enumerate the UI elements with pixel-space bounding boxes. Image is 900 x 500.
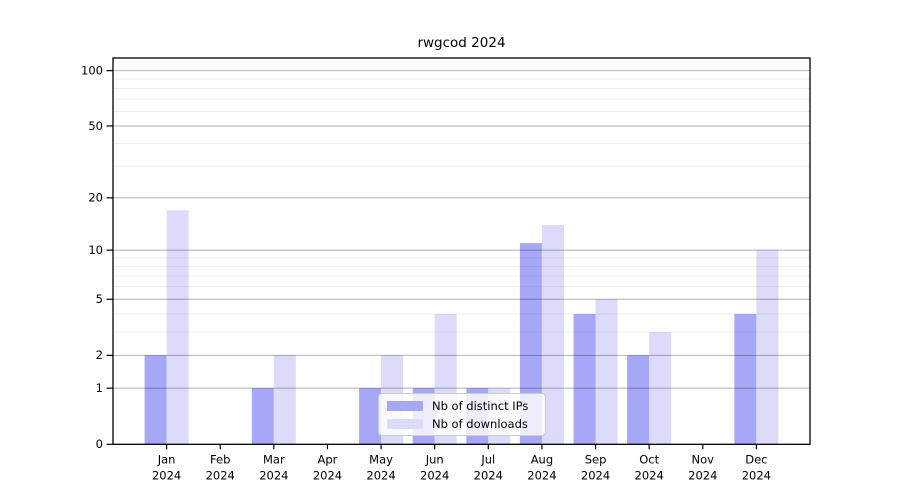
- x-tick-label-month-dec: Dec: [745, 452, 767, 466]
- y-tick-label-2: 2: [96, 348, 103, 362]
- plot-border: [112, 57, 811, 445]
- x-tick-label-month-apr: Apr: [318, 452, 338, 466]
- legend-item-distinct-ips: Nb of distinct IPs: [387, 398, 545, 413]
- y-tick-label-5: 5: [96, 292, 103, 306]
- bar-downloads-aug: [541, 225, 564, 445]
- x-tick-label-month-may: May: [369, 452, 393, 466]
- x-tick-label-month-jul: Jul: [480, 452, 495, 466]
- legend-swatch-downloads: [387, 418, 423, 429]
- x-tick-label-year-jul: 2024: [474, 468, 503, 482]
- chart-title: rwgcod 2024: [417, 35, 506, 51]
- legend-label-distinct-ips: Nb of distinct IPs: [432, 398, 529, 413]
- bar-distinct-ips-oct: [627, 355, 650, 445]
- legend-item-downloads: Nb of downloads: [387, 416, 545, 431]
- x-tick-label-year-mar: 2024: [259, 468, 288, 482]
- x-tick-label-month-nov: Nov: [692, 452, 715, 466]
- x-tick-label-year-feb: 2024: [206, 468, 235, 482]
- x-tick-label-month-aug: Aug: [531, 452, 553, 466]
- bar-downloads-dec: [756, 250, 779, 445]
- bar-downloads-mar: [273, 355, 296, 445]
- x-tick-label-year-aug: 2024: [527, 468, 556, 482]
- x-tick-label-year-jun: 2024: [420, 468, 449, 482]
- x-tick-label-year-apr: 2024: [313, 468, 342, 482]
- x-tick-label-year-dec: 2024: [742, 468, 771, 482]
- x-tick-label-year-jan: 2024: [152, 468, 181, 482]
- x-tick-label-year-nov: 2024: [688, 468, 717, 482]
- bar-distinct-ips-jan: [144, 355, 167, 445]
- y-tick-label-50: 50: [88, 119, 103, 133]
- bar-downloads-sep: [595, 299, 618, 445]
- x-tick-label-month-mar: Mar: [263, 452, 285, 466]
- y-tick-label-10: 10: [88, 243, 103, 257]
- y-tick-label-100: 100: [81, 63, 103, 77]
- bar-downloads-oct: [649, 332, 672, 445]
- x-tick-label-year-may: 2024: [366, 468, 395, 482]
- bar-downloads-jan: [166, 210, 189, 445]
- y-tick-label-20: 20: [88, 191, 103, 205]
- bar-distinct-ips-mar: [251, 388, 274, 445]
- x-tick-label-month-sep: Sep: [585, 452, 607, 466]
- x-tick-label-month-oct: Oct: [639, 452, 659, 466]
- y-tick-label-0: 0: [96, 437, 103, 451]
- bar-distinct-ips-dec: [734, 313, 757, 445]
- bar-distinct-ips-sep: [573, 313, 596, 445]
- x-tick-label-month-jun: Jun: [425, 452, 444, 466]
- x-tick-label-month-feb: Feb: [210, 452, 230, 466]
- x-tick-label-year-sep: 2024: [581, 468, 610, 482]
- legend-swatch-distinct-ips: [387, 400, 423, 411]
- y-tick-label-1: 1: [96, 381, 103, 395]
- legend: Nb of distinct IPs Nb of downloads: [378, 393, 546, 436]
- x-tick-label-year-oct: 2024: [635, 468, 664, 482]
- bar-distinct-ips-may: [359, 388, 382, 445]
- legend-label-downloads: Nb of downloads: [432, 416, 528, 431]
- x-tick-label-month-jan: Jan: [157, 452, 176, 466]
